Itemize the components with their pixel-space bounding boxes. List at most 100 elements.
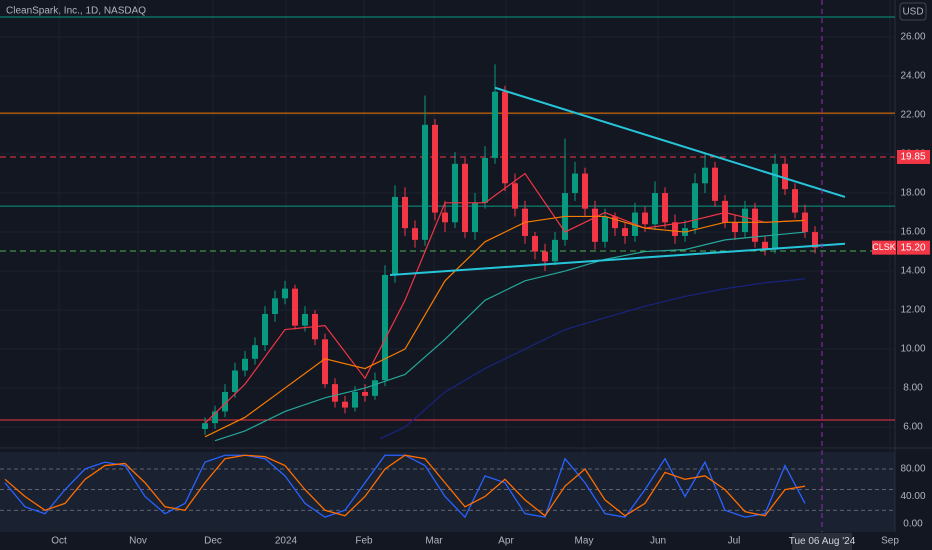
candle-body [292, 288, 298, 326]
moving-average [204, 172, 806, 424]
y-tick-label: 6.00 [903, 422, 923, 433]
candle-body [542, 251, 548, 262]
currency: USD [902, 7, 923, 18]
x-tick-label: Nov [129, 536, 147, 547]
x-tick-label: Apr [498, 536, 514, 547]
x-tick-label: Jun [650, 536, 666, 547]
candle-body [712, 167, 718, 201]
candle-body [482, 157, 488, 203]
candle-body [662, 193, 668, 223]
candle-body [622, 228, 628, 236]
trendline [389, 242, 846, 276]
candle-body [672, 222, 678, 236]
x-tick-label: Jul [728, 536, 741, 547]
candle-body [442, 212, 448, 223]
candle-body [302, 313, 308, 326]
y-tick-label: 18.00 [900, 188, 925, 199]
candle-body [652, 193, 658, 225]
moving-average [204, 215, 806, 438]
currency-box [899, 2, 927, 21]
candle-body [572, 173, 578, 194]
candle-body [782, 163, 788, 190]
candle-body [552, 239, 558, 262]
candle-body [642, 212, 648, 225]
symbol-label: CLSK [872, 242, 896, 252]
candle-body [722, 200, 728, 223]
candle-body [252, 345, 258, 359]
candle-body [792, 189, 798, 213]
symbol-label-bg [872, 240, 896, 255]
x-tick-label: Mar [425, 536, 443, 547]
candle-body [752, 208, 758, 242]
oscillator-pane [0, 452, 895, 532]
price-label-bg [897, 240, 930, 255]
candle-body [812, 232, 818, 248]
candle-body [242, 358, 248, 371]
price-label: 15.20 [900, 242, 925, 253]
candle-body [492, 91, 498, 158]
y-tick-label: 10.00 [900, 344, 925, 355]
moving-average [214, 231, 806, 442]
candle-body [212, 411, 218, 424]
candle-body [472, 202, 478, 233]
candle-body [372, 380, 378, 396]
trendline [494, 86, 846, 198]
candle-body [402, 196, 408, 229]
candle-body [412, 228, 418, 240]
candle-body [332, 384, 338, 402]
candle-body [362, 391, 368, 396]
candle-body [272, 298, 278, 314]
y-tick-label: 14.00 [900, 266, 925, 277]
candle-body [342, 401, 348, 408]
candle-body [802, 212, 808, 233]
candle-body [462, 163, 468, 233]
candle-body [582, 173, 588, 209]
osc-tick-label: 40.00 [900, 491, 925, 502]
candle-body [262, 313, 268, 346]
crosshair-label: Tue 06 Aug '24 [789, 536, 856, 547]
crosshair-label-bg [792, 533, 852, 550]
candle-body [512, 183, 518, 209]
candle-body [772, 163, 778, 250]
candle-body [392, 196, 398, 275]
x-tick-label: Dec [204, 536, 222, 547]
x-tick-label: Feb [355, 536, 373, 547]
y-tick-label: 16.00 [900, 227, 925, 238]
candle-body [612, 216, 618, 229]
x-tick-label: May [575, 536, 594, 547]
x-tick-label: Sep [881, 536, 899, 547]
candle-body [732, 222, 738, 233]
y-tick-label: 24.00 [900, 71, 925, 82]
candle-body [742, 208, 748, 233]
candle-body [322, 339, 328, 385]
y-tick-label: 8.00 [903, 383, 923, 394]
moving-average [379, 278, 806, 440]
chart-title: CleanSpark, Inc., 1D, NASDAQ [6, 6, 146, 17]
x-tick-label: Oct [51, 536, 67, 547]
price-label: 19.85 [900, 152, 925, 163]
candle-body [602, 216, 608, 242]
oscillator-line [4, 454, 806, 517]
y-tick-label: 22.00 [900, 110, 925, 121]
osc-tick-label: 0.00 [903, 519, 923, 530]
candle-body [432, 124, 438, 213]
x-tick-label: 2024 [275, 536, 298, 547]
y-tick-label: 12.00 [900, 305, 925, 316]
candle-body [532, 235, 538, 252]
osc-tick-label: 80.00 [900, 464, 925, 475]
candle-body [452, 163, 458, 223]
candle-body [702, 167, 708, 184]
candle-body [502, 91, 508, 184]
candle-body [202, 423, 208, 430]
y-tick-label: 26.00 [900, 32, 925, 43]
candle-body [692, 183, 698, 229]
candle-body [232, 370, 238, 392]
price-label-bg [897, 149, 930, 164]
candle-body [422, 124, 428, 240]
candle-body [592, 208, 598, 242]
candle-body [222, 391, 228, 412]
candle-body [762, 241, 768, 250]
candle-body [282, 288, 288, 299]
